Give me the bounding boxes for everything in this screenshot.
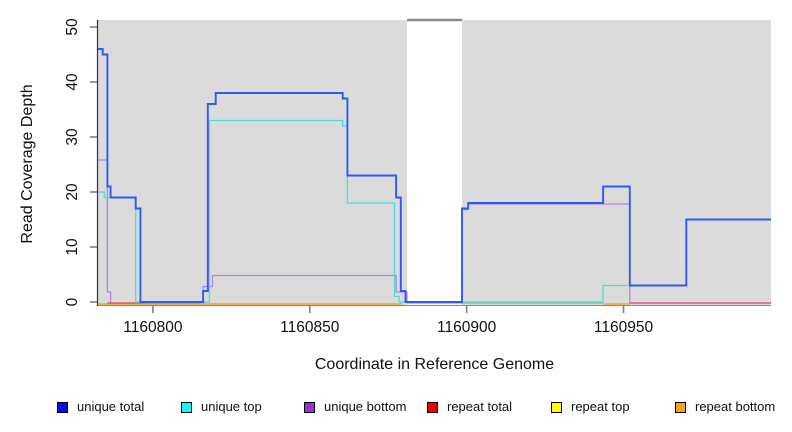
legend-item-repeat-top: repeat top bbox=[551, 398, 630, 416]
legend-label: repeat top bbox=[571, 399, 630, 414]
legend-item-repeat-total: repeat total bbox=[427, 398, 512, 416]
x-tick-label: 1160950 bbox=[594, 319, 654, 336]
y-axis-title: Read Coverage Depth bbox=[19, 84, 36, 244]
unique-bottom-swatch-icon bbox=[304, 401, 315, 413]
legend: unique total unique top unique bottom re… bbox=[0, 398, 792, 418]
y-tick-label: 30 bbox=[64, 128, 81, 146]
y-tick-label: 20 bbox=[64, 183, 81, 201]
unique-top-swatch-icon bbox=[181, 401, 192, 413]
y-tick-label: 50 bbox=[64, 18, 81, 36]
legend-label: repeat total bbox=[447, 399, 513, 414]
repeat-total-swatch-icon bbox=[427, 401, 438, 413]
y-tick-label: 40 bbox=[64, 73, 81, 91]
legend-item-repeat-bottom: repeat bottom bbox=[675, 398, 775, 416]
legend-item-unique-top: unique top bbox=[181, 398, 262, 416]
masked-region bbox=[407, 19, 462, 305]
x-tick-label: 1160900 bbox=[437, 319, 497, 336]
legend-item-unique-bottom: unique bottom bbox=[304, 398, 406, 416]
legend-label: repeat bottom bbox=[695, 399, 776, 414]
legend-label: unique bottom bbox=[324, 399, 407, 414]
x-tick-label: 1160850 bbox=[280, 319, 340, 336]
y-tick-label: 10 bbox=[64, 238, 81, 256]
legend-label: unique total bbox=[77, 399, 145, 414]
repeat-top-swatch-icon bbox=[551, 401, 562, 413]
repeat-bottom-swatch-icon bbox=[675, 401, 686, 413]
series-line-unique-total bbox=[98, 48, 771, 303]
legend-item-unique-total: unique total bbox=[57, 398, 144, 416]
legend-label: unique top bbox=[201, 399, 262, 414]
x-tick-label: 1160800 bbox=[123, 319, 183, 336]
x-axis-title: Coordinate in Reference Genome bbox=[314, 356, 555, 373]
y-tick-label: 0 bbox=[64, 297, 81, 306]
unique-total-swatch-icon bbox=[57, 401, 68, 413]
